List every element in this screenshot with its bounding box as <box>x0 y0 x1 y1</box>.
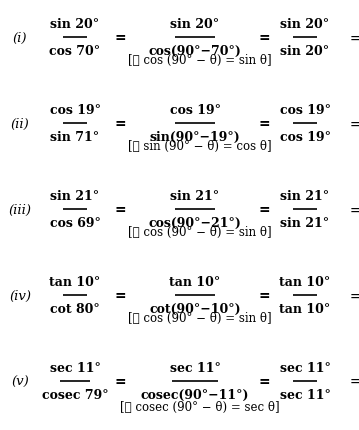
Text: sin 20°: sin 20° <box>280 18 330 31</box>
Text: sec 11°: sec 11° <box>280 388 330 401</box>
Text: = 1: = 1 <box>350 117 359 130</box>
Text: sin 71°: sin 71° <box>50 131 99 144</box>
Text: = 1: = 1 <box>350 203 359 216</box>
Text: sin 21°: sin 21° <box>280 216 330 230</box>
Text: sec 11°: sec 11° <box>50 361 101 374</box>
Text: [∵ cos (90° − θ) = sin θ]: [∵ cos (90° − θ) = sin θ] <box>128 311 272 324</box>
Text: cos 19°: cos 19° <box>50 104 101 117</box>
Text: cosec(90°−11°): cosec(90°−11°) <box>141 388 249 401</box>
Text: cos 19°: cos 19° <box>169 104 220 117</box>
Text: = 1: = 1 <box>350 31 359 44</box>
Text: tan 10°: tan 10° <box>169 275 221 289</box>
Text: tan 10°: tan 10° <box>50 275 101 289</box>
Text: (ii): (ii) <box>11 117 29 130</box>
Text: cot 80°: cot 80° <box>50 302 100 315</box>
Text: =: = <box>114 289 126 302</box>
Text: =: = <box>114 203 126 216</box>
Text: sin 21°: sin 21° <box>50 190 99 203</box>
Text: [∵ cos (90° − θ) = sin θ]: [∵ cos (90° − θ) = sin θ] <box>128 225 272 238</box>
Text: =: = <box>258 289 270 302</box>
Text: =: = <box>258 203 270 216</box>
Text: =: = <box>114 117 126 131</box>
Text: sin 20°: sin 20° <box>171 18 220 31</box>
Text: =: = <box>114 374 126 388</box>
Text: cos 69°: cos 69° <box>50 216 101 230</box>
Text: [∵ sin (90° − θ) = cos θ]: [∵ sin (90° − θ) = cos θ] <box>128 139 272 152</box>
Text: = 1: = 1 <box>350 375 359 387</box>
Text: cos(90°−21°): cos(90°−21°) <box>149 216 242 230</box>
Text: (v): (v) <box>11 375 29 387</box>
Text: cos 70°: cos 70° <box>50 45 101 58</box>
Text: [∵ cosec (90° − θ) = sec θ]: [∵ cosec (90° − θ) = sec θ] <box>120 399 280 412</box>
Text: =: = <box>258 374 270 388</box>
Text: sec 11°: sec 11° <box>280 361 330 374</box>
Text: cosec 79°: cosec 79° <box>42 388 108 401</box>
Text: =: = <box>114 31 126 45</box>
Text: cos 19°: cos 19° <box>280 131 331 144</box>
Text: =: = <box>258 117 270 131</box>
Text: cos(90°−70°): cos(90°−70°) <box>149 45 242 58</box>
Text: sec 11°: sec 11° <box>169 361 220 374</box>
Text: sin 21°: sin 21° <box>171 190 220 203</box>
Text: (iv): (iv) <box>9 289 31 302</box>
Text: sin 20°: sin 20° <box>280 45 330 58</box>
Text: sin(90°−19°): sin(90°−19°) <box>150 131 241 144</box>
Text: [∵ cos (90° − θ) = sin θ]: [∵ cos (90° − θ) = sin θ] <box>128 53 272 66</box>
Text: cot(90°−10°): cot(90°−10°) <box>149 302 241 315</box>
Text: sin 21°: sin 21° <box>280 190 330 203</box>
Text: = 1: = 1 <box>350 289 359 302</box>
Text: (i): (i) <box>13 31 27 44</box>
Text: sin 20°: sin 20° <box>50 18 99 31</box>
Text: (iii): (iii) <box>9 203 32 216</box>
Text: tan 10°: tan 10° <box>279 302 331 315</box>
Text: cos 19°: cos 19° <box>280 104 331 117</box>
Text: =: = <box>258 31 270 45</box>
Text: tan 10°: tan 10° <box>279 275 331 289</box>
